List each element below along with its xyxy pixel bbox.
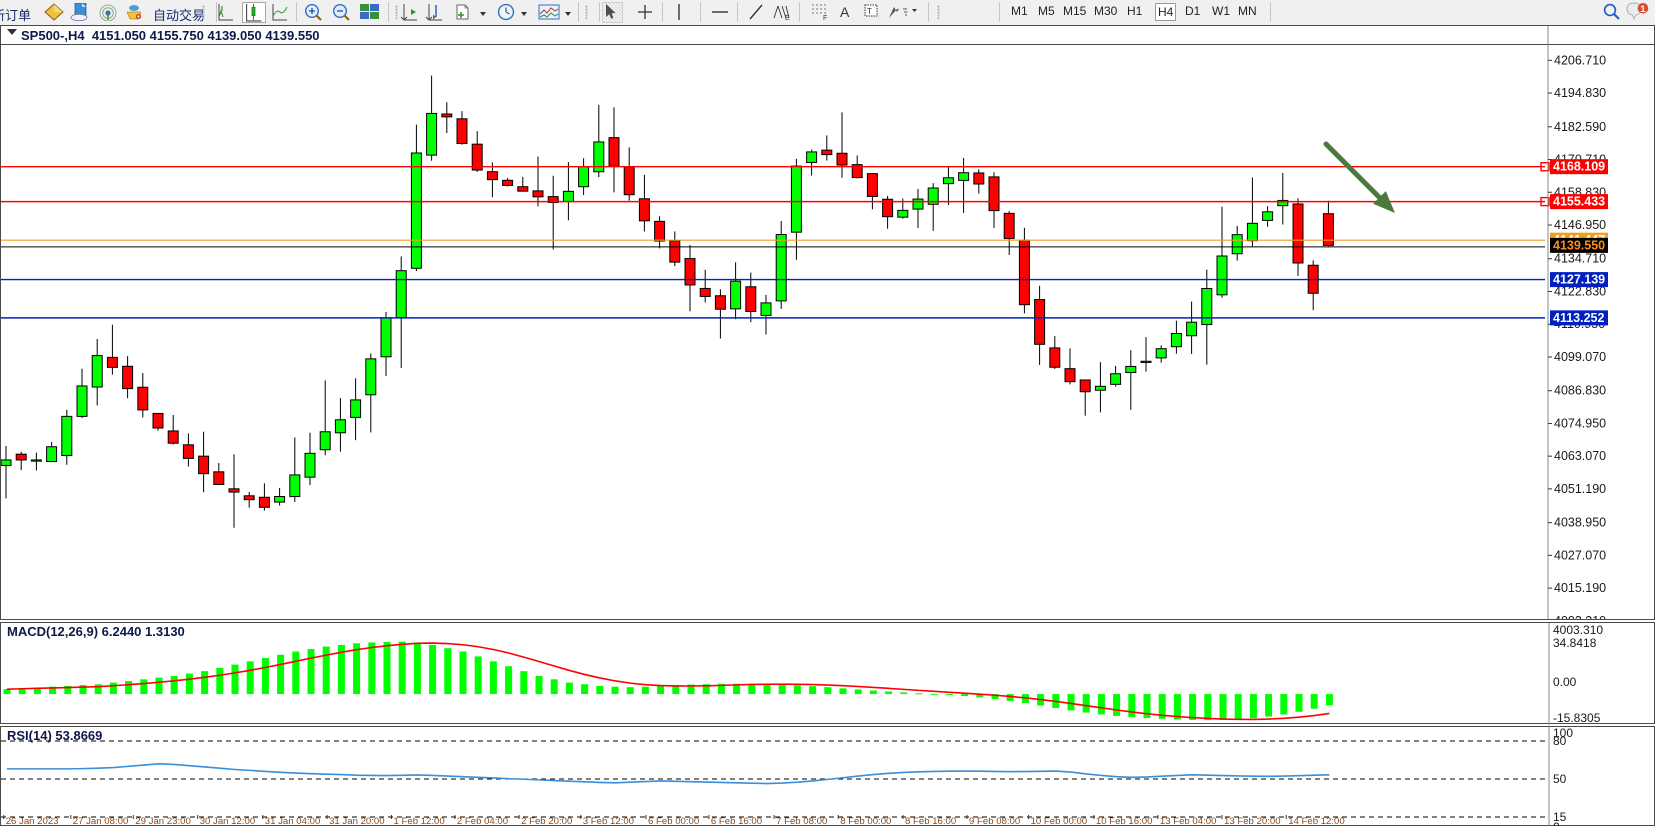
svg-text:13 Feb 04:00: 13 Feb 04:00 (1160, 816, 1217, 826)
svg-text:7 Feb 08:00: 7 Feb 08:00 (776, 816, 827, 826)
svg-text:2 Feb 04:00: 2 Feb 04:00 (457, 816, 508, 826)
svg-text:1: 1 (1640, 4, 1646, 15)
svg-text:0: 0 (1553, 820, 1560, 826)
svg-text:A: A (840, 4, 850, 20)
svg-text:4063.070: 4063.070 (1554, 449, 1606, 463)
svg-text:4038.950: 4038.950 (1554, 516, 1606, 530)
svg-text:4146.950: 4146.950 (1554, 218, 1606, 232)
svg-text:100: 100 (1553, 727, 1573, 740)
svg-text:31 Jan 20:00: 31 Jan 20:00 (329, 816, 384, 826)
svg-text:E: E (785, 15, 790, 21)
svg-text:RSI(14) 53.8669: RSI(14) 53.8669 (7, 728, 102, 743)
svg-text:6 Feb 00:00: 6 Feb 00:00 (648, 816, 699, 826)
svg-text:4127.139: 4127.139 (1553, 273, 1605, 287)
svg-text:4027.070: 4027.070 (1554, 548, 1606, 562)
svg-text:4015.190: 4015.190 (1554, 581, 1606, 595)
svg-text:13 Feb 20:00: 13 Feb 20:00 (1224, 816, 1281, 826)
svg-text:-15.8305: -15.8305 (1553, 711, 1601, 725)
svg-text:MACD(12,26,9) 6.2440 1.3130: MACD(12,26,9) 6.2440 1.3130 (7, 624, 185, 639)
svg-text:4155.433: 4155.433 (1553, 195, 1605, 209)
svg-text:4003.310: 4003.310 (1553, 623, 1603, 637)
svg-text:8 Feb 16:00: 8 Feb 16:00 (905, 816, 956, 826)
svg-text:10 Feb 16:00: 10 Feb 16:00 (1096, 816, 1153, 826)
svg-text:29 Jan 23:00: 29 Jan 23:00 (135, 816, 190, 826)
svg-text:34.8418: 34.8418 (1553, 636, 1597, 650)
svg-text:4113.252: 4113.252 (1553, 311, 1604, 325)
svg-text:26 Jan 2023: 26 Jan 2023 (6, 816, 59, 826)
svg-text:27 Jan 08:00: 27 Jan 08:00 (73, 816, 128, 826)
svg-text:F: F (823, 15, 827, 21)
svg-text:6 Feb 16:00: 6 Feb 16:00 (711, 816, 762, 826)
svg-text:4139.550: 4139.550 (1553, 238, 1605, 252)
svg-text:0.00: 0.00 (1553, 675, 1577, 689)
svg-text:4182.590: 4182.590 (1554, 120, 1606, 134)
svg-text:4099.070: 4099.070 (1554, 350, 1606, 364)
svg-text:1 Feb 12:00: 1 Feb 12:00 (394, 816, 445, 826)
svg-text:4086.830: 4086.830 (1554, 384, 1606, 398)
svg-text:9 Feb 08:00: 9 Feb 08:00 (969, 816, 1020, 826)
svg-text:10 Feb 00:00: 10 Feb 00:00 (1031, 816, 1088, 826)
svg-text:14 Feb 12:00: 14 Feb 12:00 (1288, 816, 1345, 826)
svg-text:T: T (867, 7, 872, 16)
svg-text:3 Feb 12:00: 3 Feb 12:00 (583, 816, 634, 826)
svg-text:50: 50 (1553, 772, 1567, 786)
svg-text:4168.109: 4168.109 (1553, 160, 1605, 174)
svg-text:4051.190: 4051.190 (1554, 482, 1606, 496)
svg-text:2 Feb 20:00: 2 Feb 20:00 (521, 816, 572, 826)
svg-text:31 Jan 04:00: 31 Jan 04:00 (265, 816, 320, 826)
svg-text:8 Feb 00:00: 8 Feb 00:00 (840, 816, 891, 826)
svg-text:4134.710: 4134.710 (1554, 252, 1606, 266)
svg-text:4206.710: 4206.710 (1554, 53, 1606, 67)
svg-text:30 Jan 12:00: 30 Jan 12:00 (200, 816, 255, 826)
svg-text:4074.950: 4074.950 (1554, 416, 1606, 430)
svg-text:4194.830: 4194.830 (1554, 86, 1606, 100)
